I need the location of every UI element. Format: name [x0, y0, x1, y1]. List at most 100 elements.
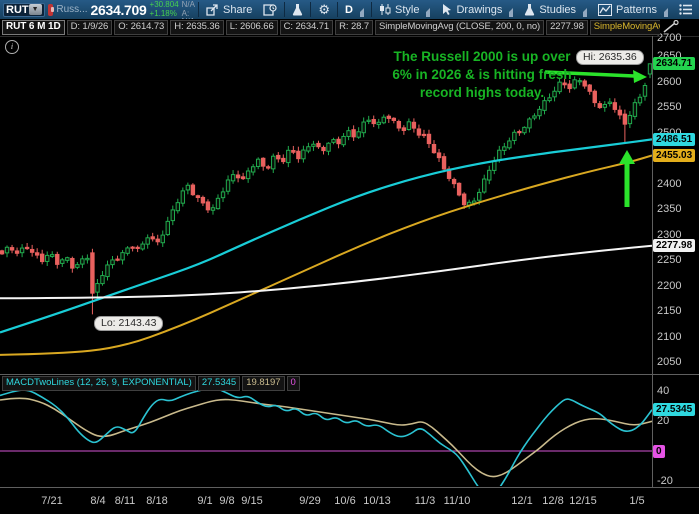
drawings-label: Drawings [456, 3, 503, 16]
sma-price-badge: 2455.03 [653, 148, 696, 162]
dropdown-corner-icon [578, 8, 588, 17]
date-axis-label[interactable]: 7/21 [41, 495, 63, 507]
bid-value: B: N/A [181, 0, 195, 9]
flask-icon [293, 4, 303, 16]
date-axis-label[interactable]: 8/18 [146, 495, 168, 507]
date-axis-label[interactable]: 8/11 [114, 495, 136, 507]
price-axis-tick[interactable]: 2100 [657, 330, 682, 343]
timeframe-label: D [345, 3, 353, 16]
divider [198, 2, 200, 17]
ohlc-readout-row: RUT 6 M 1D D: 1/9/26 O: 2614.73 H: 2635.… [0, 19, 660, 36]
date-axis-label[interactable]: 10/6 [334, 495, 356, 507]
symbol-input[interactable]: RUT ▼ [3, 2, 45, 17]
ask-value: A: N/A [181, 8, 195, 19]
last-price-badge: 2634.71 [653, 57, 696, 71]
date-axis-label[interactable]: 8/4 [90, 495, 106, 507]
price-axis-tick[interactable]: 2150 [657, 305, 682, 317]
trendline-tool-icon[interactable] [663, 19, 679, 38]
macd-axis-tick: 20 [657, 415, 670, 427]
price-axis-tick[interactable]: 2250 [657, 254, 682, 266]
price-axis-tick[interactable]: 2400 [657, 177, 682, 190]
macd-line [0, 387, 652, 486]
date-axis-label[interactable]: 9/29 [299, 495, 321, 507]
timeframe-button[interactable]: D [341, 0, 368, 19]
macd-signal-line [0, 397, 652, 478]
annotation-text[interactable]: The Russell 2000 is up over 6% in 2026 &… [352, 48, 612, 102]
macd-pane[interactable] [0, 387, 652, 496]
share-button[interactable]: Share [202, 0, 256, 19]
date-axis-label[interactable]: 12/8 [542, 495, 564, 507]
dropdown-corner-icon [355, 8, 364, 17]
gear-icon: ⚙ [318, 2, 331, 17]
price-axis-tick[interactable]: 2350 [657, 203, 682, 215]
date-axis-label[interactable]: 9/15 [241, 495, 263, 507]
studies-button[interactable]: Studies [520, 0, 591, 19]
readout-date: D: 1/9/26 [66, 20, 113, 35]
dropdown-corner-icon [659, 8, 668, 17]
macd-zero-value: 0 [286, 376, 300, 391]
info-icon[interactable]: i [5, 40, 19, 54]
sma200-label[interactable]: SimpleMovingAvg (CLOSE, 200, 0, no) [375, 20, 545, 35]
chart-menu-button[interactable] [675, 0, 696, 19]
price-axis-tick[interactable]: 2200 [657, 279, 682, 292]
sma100-line[interactable] [0, 154, 652, 356]
macd-axis-tick: -20 [657, 475, 673, 487]
price-axis-tick[interactable]: 2700 [657, 32, 682, 44]
macd-study-header: MACDTwoLines (12, 26, 9, EXPONENTIAL) 27… [2, 376, 300, 391]
price-axis-tick[interactable]: 2600 [657, 75, 682, 88]
patterns-button[interactable]: Patterns [594, 0, 672, 19]
price-axis-tick[interactable]: 2300 [657, 228, 682, 241]
up-arrow-head [619, 150, 635, 164]
change-value: +30.804 [149, 0, 179, 9]
main-price-pane[interactable] [0, 63, 652, 356]
flask-icon [525, 4, 535, 16]
dropdown-corner-icon [504, 8, 514, 17]
settings-button[interactable]: ⚙ [314, 0, 334, 19]
date-axis-label[interactable]: 11/3 [414, 495, 436, 507]
price-axis-tick[interactable]: 2550 [657, 101, 682, 113]
style-label: Style [395, 3, 420, 16]
macd-signal-value: 19.8197 [242, 376, 285, 391]
bid-ask: B: N/A A: N/A [182, 0, 195, 19]
symbol-value: RUT [6, 3, 29, 16]
analyze-button[interactable] [288, 0, 307, 19]
sma-price-badge: 2486.51 [653, 132, 696, 146]
sma-price-badge: 2277.98 [653, 239, 696, 253]
style-button[interactable]: Style [375, 0, 434, 19]
right-arrow-drawing[interactable] [544, 70, 635, 78]
alert-icon[interactable] [47, 3, 54, 16]
sma50-line[interactable] [0, 138, 652, 334]
ondemand-button[interactable] [259, 0, 281, 19]
price-change: +30.804 +1.18% [149, 0, 179, 18]
price-axis-tick[interactable]: 2050 [657, 356, 682, 368]
macd-label[interactable]: MACDTwoLines (12, 26, 9, EXPONENTIAL) [2, 376, 196, 391]
sma200-value: 2277.98 [546, 20, 588, 35]
high-marker-tooltip: Hi: 2635.36 [576, 50, 644, 65]
menu-list-icon [679, 4, 692, 15]
date-axis-label[interactable]: 9/8 [219, 495, 235, 507]
macd-axis-tick: 40 [657, 385, 670, 397]
date-axis-label[interactable]: 12/1 [511, 495, 533, 507]
date-axis-label[interactable]: 1/5 [629, 495, 645, 507]
share-label: Share [223, 3, 253, 16]
date-axis-label[interactable]: 9/1 [197, 495, 213, 507]
drawings-button[interactable]: Drawings [437, 0, 517, 19]
date-axis-label[interactable]: 11/10 [443, 495, 471, 507]
macd-zero-badge: 0 [653, 444, 665, 458]
sma100-label[interactable]: SimpleMovingAvg (CLOSE, 100,... [589, 20, 660, 35]
readout-range: R: 28.7 [335, 20, 374, 35]
date-axis-label[interactable]: 10/13 [363, 495, 391, 507]
studies-label: Studies [539, 3, 577, 16]
readout-low: L: 2606.66 [225, 20, 278, 35]
sma200-line[interactable] [0, 244, 652, 300]
readout-open: O: 2614.73 [114, 20, 169, 35]
right-arrow-head [633, 70, 647, 83]
date-axis-label[interactable]: 12/15 [569, 495, 597, 507]
candlestick-style-icon [380, 4, 391, 15]
patterns-label: Patterns [616, 3, 657, 16]
divider [371, 2, 372, 17]
company-name: Russ... [56, 4, 88, 15]
symbol-dropdown-button[interactable]: ▼ [28, 4, 42, 15]
divider [310, 2, 312, 17]
